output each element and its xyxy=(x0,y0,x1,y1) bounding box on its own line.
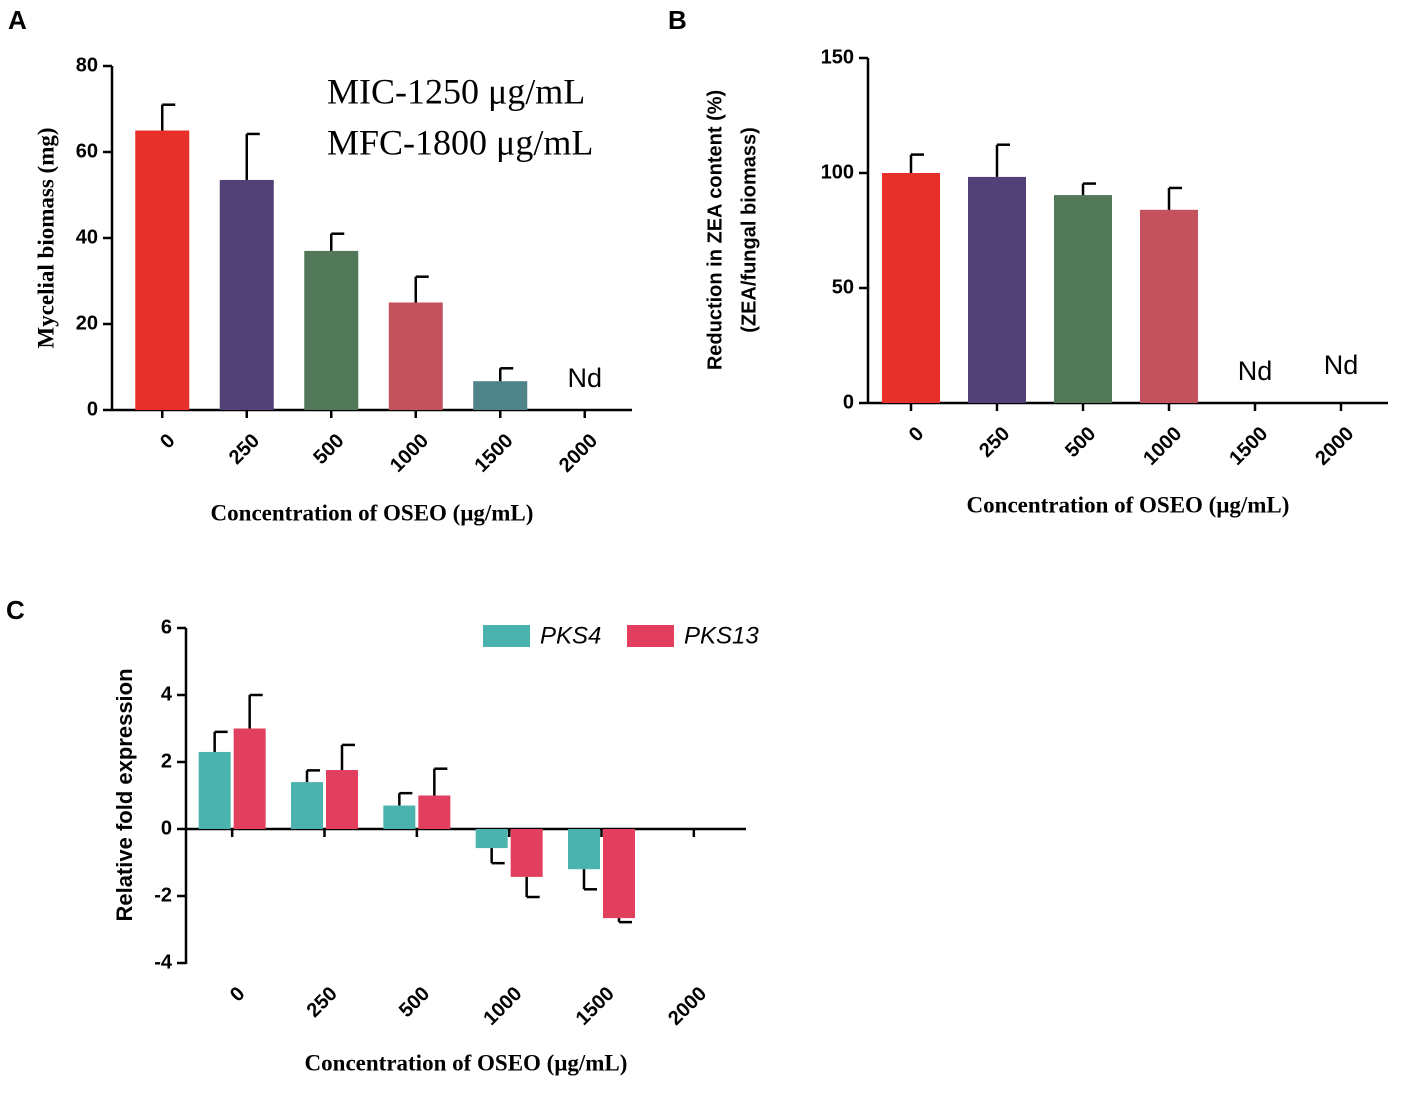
bar xyxy=(326,770,358,829)
x-tick-label: 2000 xyxy=(664,983,711,1030)
bar xyxy=(219,179,274,410)
x-tick-label: 500 xyxy=(1061,423,1100,462)
annotation: MIC-1250 μg/mL xyxy=(327,71,585,111)
bar xyxy=(418,795,451,829)
bar xyxy=(198,751,231,829)
bar xyxy=(388,302,443,410)
legend-label: PKS13 xyxy=(684,622,759,649)
x-tick-label: 500 xyxy=(395,983,434,1022)
x-tick-label: 1000 xyxy=(1139,423,1186,470)
x-tick-label: 250 xyxy=(303,983,342,1022)
y-tick-label: 4 xyxy=(161,683,173,705)
y-tick-label: 0 xyxy=(843,391,854,413)
x-tick-label: 1500 xyxy=(470,430,517,477)
x-tick-label: 250 xyxy=(225,430,264,469)
bar xyxy=(473,381,528,410)
bar xyxy=(233,728,266,829)
x-tick-label: 0 xyxy=(905,423,928,446)
y-tick-label: 6 xyxy=(161,616,172,638)
bar xyxy=(568,829,600,870)
y-axis-label: (ZEA/fungal biomass) xyxy=(738,127,760,333)
value-label: Nd xyxy=(1238,356,1273,386)
y-axis-label: Reduction in ZEA content (%) xyxy=(704,90,726,370)
bar xyxy=(475,829,508,849)
y-tick-label: -2 xyxy=(154,884,172,906)
value-label: Nd xyxy=(1324,350,1359,380)
y-tick-label: 150 xyxy=(821,46,854,68)
x-tick-label: 250 xyxy=(975,423,1014,462)
x-tick-label: 500 xyxy=(309,430,348,469)
y-tick-label: 40 xyxy=(76,226,98,248)
panel-letter: A xyxy=(8,5,27,35)
bar xyxy=(603,829,635,919)
bar xyxy=(510,829,543,877)
y-tick-label: 20 xyxy=(76,312,98,334)
value-label: Nd xyxy=(567,363,602,393)
y-tick-label: 80 xyxy=(76,54,98,76)
x-tick-label: 1000 xyxy=(479,983,526,1030)
bar xyxy=(135,130,190,410)
bar xyxy=(304,250,359,410)
y-tick-label: -4 xyxy=(154,951,173,973)
bar xyxy=(968,176,1026,403)
y-tick-label: 0 xyxy=(161,817,172,839)
bar xyxy=(383,805,416,829)
panel-letter: C xyxy=(6,595,25,625)
legend-label: PKS4 xyxy=(540,622,601,649)
x-tick-label: 2000 xyxy=(1311,423,1358,470)
x-axis-label: Concentration of OSEO (μg/mL) xyxy=(211,500,534,525)
y-tick-label: 50 xyxy=(832,276,854,298)
annotation: MFC-1800 μg/mL xyxy=(327,122,593,162)
bar xyxy=(1054,195,1112,403)
y-tick-label: 60 xyxy=(76,140,98,162)
y-tick-label: 0 xyxy=(87,398,98,420)
x-axis-label: Concentration of OSEO (μg/mL) xyxy=(967,492,1290,517)
x-tick-label: 1500 xyxy=(572,983,619,1030)
y-tick-label: 100 xyxy=(821,161,854,183)
x-tick-label: 1000 xyxy=(386,430,433,477)
x-tick-label: 2000 xyxy=(555,430,602,477)
x-tick-label: 0 xyxy=(156,430,179,453)
legend-swatch xyxy=(483,625,530,647)
legend-swatch xyxy=(627,625,674,647)
bar xyxy=(882,173,940,403)
x-tick-label: 0 xyxy=(226,983,249,1006)
panel-letter: B xyxy=(668,5,687,35)
bar xyxy=(1140,209,1198,403)
y-axis-label: Relative fold expression xyxy=(112,668,137,921)
y-axis-label: Mycelial biomass (mg) xyxy=(33,127,58,348)
bar xyxy=(291,782,323,829)
y-tick-label: 2 xyxy=(161,750,172,772)
x-axis-label: Concentration of OSEO (μg/mL) xyxy=(305,1050,628,1075)
x-tick-label: 1500 xyxy=(1225,423,1272,470)
